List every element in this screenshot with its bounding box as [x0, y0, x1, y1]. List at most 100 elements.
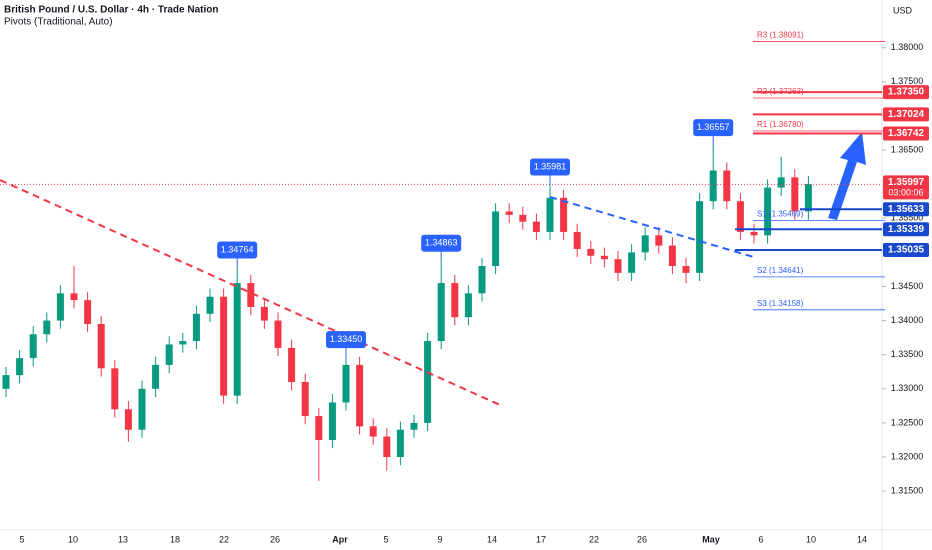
plot-area [2, 145, 812, 481]
candle-body [56, 293, 64, 321]
candle-body [301, 381, 309, 417]
candle-body [138, 388, 146, 430]
pivot-label: S3 (1.34158) [757, 299, 804, 308]
x-tick-label: May [702, 534, 720, 544]
candle-body [696, 201, 704, 273]
y-tick-label: 1.33000 [891, 383, 924, 393]
price-label-box [883, 175, 929, 200]
y-tick-label: 1.38000 [891, 42, 924, 52]
candle-body [233, 283, 241, 396]
level-label-box [883, 242, 929, 257]
level-label-box [883, 107, 929, 122]
candle-body [709, 170, 717, 202]
level-label: 1.35035 [888, 245, 925, 256]
candle-body [288, 347, 296, 382]
level-label-box [883, 85, 929, 100]
candle-body [791, 177, 799, 212]
candle-body [220, 296, 228, 396]
callout-label: 1.33450 [330, 334, 363, 344]
x-tick-label: 18 [170, 534, 180, 544]
level-label-box [883, 202, 929, 217]
candle-body [750, 231, 758, 236]
candle-body [16, 358, 24, 376]
y-tick-label: 1.32500 [891, 417, 924, 427]
callout-box [326, 331, 366, 349]
candle-body [668, 245, 676, 267]
candle-body [2, 375, 10, 389]
candle-body [396, 429, 404, 458]
candle-body [451, 283, 459, 318]
candle-body [97, 324, 105, 369]
candle-body [628, 252, 636, 273]
candle-body [560, 197, 568, 232]
y-tick-label: 1.32000 [891, 451, 924, 461]
candle-body [546, 197, 554, 232]
level-label: 1.37024 [888, 109, 925, 120]
trend-line [0, 179, 501, 406]
candle-body [206, 296, 214, 314]
x-tick-label: 14 [857, 534, 867, 544]
x-tick-label: 5 [383, 534, 388, 544]
candle-body [723, 170, 731, 202]
callout-box [693, 119, 734, 137]
level-label: 1.36742 [888, 128, 925, 139]
y-tick-label: 1.31500 [891, 485, 924, 495]
candle-body [532, 221, 540, 232]
candle-body [315, 416, 323, 440]
y-tick-label: 1.36500 [891, 144, 924, 154]
x-tick-label: 13 [118, 534, 128, 544]
candle-body [342, 364, 350, 403]
candle-body [383, 436, 391, 458]
candle-body [152, 364, 160, 389]
candle-body [84, 300, 92, 325]
candle-body [328, 402, 336, 440]
callout-label: 1.36557 [697, 122, 730, 132]
y-tick-label: 1.37500 [891, 76, 924, 86]
candle-body [614, 259, 622, 273]
arrow [828, 132, 866, 220]
y-tick-label: 1.34500 [891, 281, 924, 291]
candle-body [247, 283, 255, 307]
candle-body [519, 214, 527, 222]
candle-body [43, 320, 51, 335]
level-label: 1.37350 [888, 87, 925, 98]
callout-label: 1.35981 [534, 161, 567, 171]
chart-title: British Pound / U.S. Dollar · 4h · Trade… [4, 5, 218, 16]
x-tick-label: 10 [806, 534, 816, 544]
y-tick-label: 1.35500 [891, 213, 924, 223]
x-tick-label: Apr [332, 534, 348, 544]
candle-body [464, 293, 472, 318]
pivot-label: R1 (1.36780) [757, 120, 804, 129]
callout-label: 1.34764 [221, 244, 254, 254]
level-label: 1.35633 [888, 204, 925, 215]
y-tick-label: 1.34000 [891, 315, 924, 325]
candle-body [736, 201, 744, 232]
candle-body [505, 211, 513, 215]
candle-body [777, 177, 785, 188]
candle-body [600, 255, 608, 260]
candle-body [29, 334, 37, 359]
candle-body [356, 364, 364, 427]
currency: USD [893, 5, 913, 15]
countdown: 03:00:06 [888, 188, 923, 198]
x-tick-label: 5 [19, 534, 24, 544]
candle-body [655, 235, 663, 246]
price-label: 1.35997 [888, 177, 925, 188]
candle-body [573, 231, 581, 249]
candle-body [682, 266, 690, 273]
candle-body [70, 293, 78, 301]
level-label: 1.35339 [888, 224, 925, 235]
indicator-label: Pivots (Traditional, Auto) [4, 17, 113, 28]
callout-box [530, 158, 570, 176]
candle-body [478, 266, 486, 294]
level-label-box [883, 126, 929, 141]
x-tick-label: 26 [270, 534, 280, 544]
x-tick-label: 22 [219, 534, 229, 544]
candle-body [424, 341, 432, 423]
candle-body [492, 211, 500, 267]
candle-body [764, 187, 772, 236]
callout-box [217, 241, 258, 259]
callout-box [421, 234, 462, 252]
pivot-label: S1 (1.35469) [757, 209, 804, 218]
